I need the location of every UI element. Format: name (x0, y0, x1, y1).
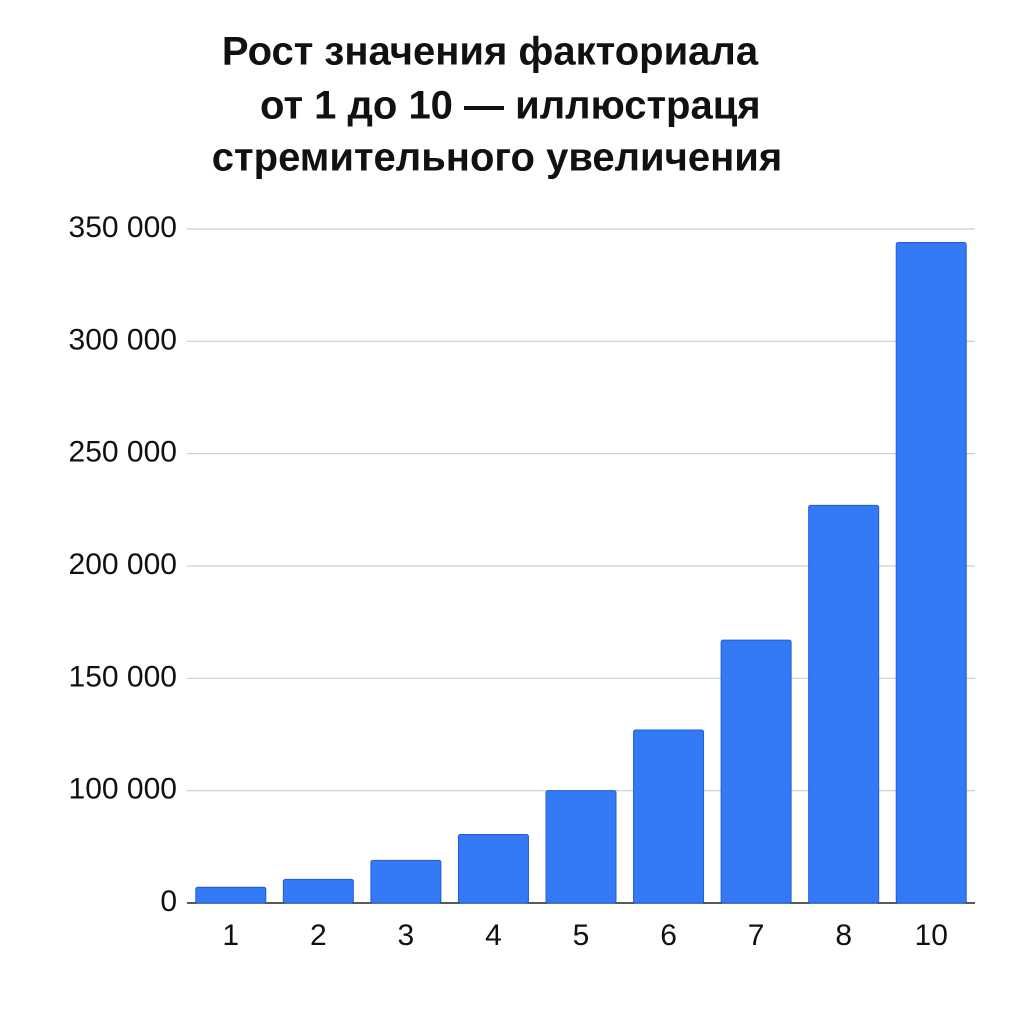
bar (370, 859, 442, 904)
bar (720, 639, 792, 904)
x-tick-label: 6 (660, 919, 677, 952)
y-tick-label: 0 (160, 885, 177, 918)
bar (195, 886, 267, 904)
x-tick-label: 3 (398, 919, 415, 952)
y-tick-label: 350 000 (69, 211, 177, 244)
chart-title: от 1 до 10 — иллюстраця (260, 84, 761, 128)
x-tick-label: 1 (222, 919, 239, 952)
y-tick-label: 200 000 (69, 548, 177, 581)
bar (633, 729, 705, 904)
y-tick-label: 100 000 (69, 773, 177, 806)
bar (895, 241, 967, 904)
x-tick-label: 4 (485, 919, 502, 952)
x-tick-label: 8 (835, 919, 852, 952)
chart-title: Рост значения факториала (222, 30, 759, 74)
chart-title: стремительного увеличения (212, 136, 782, 180)
x-tick-label: 2 (310, 919, 327, 952)
bar (457, 833, 529, 904)
y-tick-label: 150 000 (69, 660, 177, 693)
bar (282, 878, 354, 904)
x-tick-label: 5 (573, 919, 590, 952)
bar (545, 790, 617, 904)
y-tick-label: 300 000 (69, 323, 177, 356)
x-tick-label: 10 (915, 919, 948, 952)
y-tick-label: 250 000 (69, 436, 177, 469)
x-tick-label: 7 (748, 919, 765, 952)
bar (808, 504, 880, 904)
